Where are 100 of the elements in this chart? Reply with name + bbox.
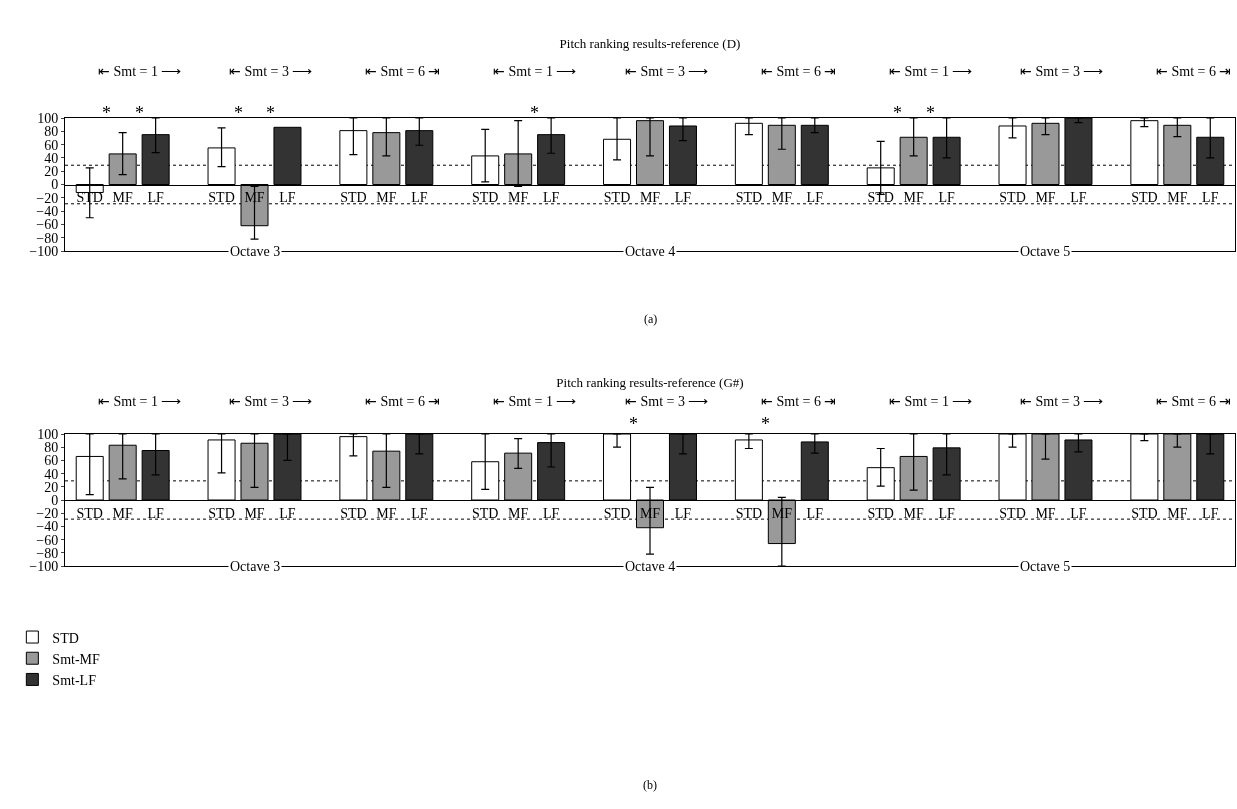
- x-tick-label: STD: [340, 190, 367, 206]
- x-tick-label: LF: [674, 505, 692, 521]
- y-tick-label: −100: [29, 558, 59, 574]
- x-tick-label: MF: [1167, 505, 1188, 521]
- x-tick-label: MF: [1035, 505, 1056, 521]
- x-tick-label: MF: [112, 505, 134, 521]
- annotation: *: [234, 103, 243, 123]
- text: ⇤ Smt = 1 ⟶: [493, 64, 577, 79]
- annotation: *: [926, 103, 935, 123]
- annotation: *: [135, 103, 144, 123]
- legend-label: Smt-LF: [52, 672, 97, 688]
- x-tick-label: LF: [542, 190, 560, 206]
- annotation: *: [629, 414, 638, 434]
- x-tick-label: LF: [147, 190, 165, 206]
- text: ⇤ Smt = 3 ⟶: [229, 64, 313, 79]
- y-tick-label: 0: [51, 177, 59, 193]
- chart-title: Pitch ranking results-reference (D): [559, 36, 741, 52]
- x-tick-label: LF: [806, 190, 824, 206]
- x-tick-label: MF: [903, 505, 924, 521]
- annotation: Octave 5: [1020, 559, 1071, 574]
- x-tick-label: MF: [903, 190, 924, 206]
- text: ⇤ Smt = 6 ⇥: [365, 64, 441, 79]
- x-tick-label: LF: [411, 190, 428, 206]
- y-tick-label: 80: [44, 440, 59, 456]
- x-tick-label: STD: [999, 505, 1026, 521]
- x-tick-label: LF: [542, 505, 560, 521]
- y-tick-label: −40: [36, 204, 59, 219]
- x-tick-label: MF: [771, 190, 793, 206]
- y-tick-label: 0: [51, 492, 59, 508]
- text: ⇤ Smt = 1 ⟶: [493, 394, 577, 409]
- x-tick-label: STD: [1131, 505, 1158, 521]
- text: ⇤ Smt = 3 ⟶: [625, 394, 709, 409]
- x-tick-label: STD: [340, 505, 367, 521]
- y-tick-label: −60: [36, 532, 59, 548]
- text: ⇤ Smt = 6 ⇥: [761, 394, 837, 409]
- x-tick-label: LF: [147, 505, 165, 521]
- y-tick-label: −80: [36, 230, 59, 246]
- y-tick-label: 80: [44, 124, 59, 140]
- x-tick-label: STD: [999, 190, 1026, 206]
- y-tick-label: −20: [36, 506, 59, 522]
- legend-label: Smt-MF: [52, 651, 101, 667]
- y-tick-label: 100: [37, 426, 59, 442]
- x-tick-label: STD: [735, 190, 763, 206]
- text: ⇤ Smt = 1 ⟶: [889, 394, 973, 409]
- annotation: *: [266, 103, 275, 123]
- x-tick-label: LF: [806, 505, 824, 521]
- x-tick-label: LF: [279, 190, 296, 206]
- y-tick-label: −100: [29, 243, 59, 259]
- text: ⇤ Smt = 6 ⇥: [1156, 64, 1232, 79]
- text: ⇤ Smt = 3 ⟶: [625, 64, 709, 79]
- text: ⇤ Smt = 3 ⟶: [1020, 64, 1104, 79]
- y-tick-label: 60: [44, 137, 59, 153]
- y-tick-label: 20: [44, 479, 59, 495]
- text: ⇤ Smt = 1 ⟶: [889, 64, 973, 79]
- text: ⇤ Smt = 6 ⇥: [761, 64, 837, 79]
- x-tick-label: MF: [1167, 190, 1188, 206]
- chart-title: Pitch ranking results-reference (G#): [556, 374, 744, 390]
- x-tick-label: MF: [508, 505, 529, 521]
- x-tick-label: LF: [1202, 505, 1219, 521]
- text: ⇤ Smt = 3 ⟶: [1020, 394, 1104, 409]
- annotation: *: [530, 103, 539, 123]
- annotation: Octave 4: [625, 559, 676, 574]
- text: ⇤ Smt = 1 ⟶: [98, 64, 182, 79]
- x-tick-label: MF: [508, 190, 529, 206]
- x-tick-label: STD: [603, 505, 631, 521]
- x-tick-label: MF: [376, 505, 397, 521]
- text: ⇤ Smt = 3 ⟶: [229, 394, 313, 409]
- y-tick-label: −80: [36, 545, 59, 561]
- x-tick-label: STD: [867, 505, 894, 521]
- annotation: Octave 4: [625, 244, 676, 259]
- y-tick-label: 60: [44, 453, 59, 469]
- y-tick-label: −20: [36, 190, 59, 206]
- annotation: Octave 3: [230, 559, 281, 574]
- x-tick-label: STD: [867, 190, 894, 206]
- legend-label: STD: [52, 630, 79, 646]
- y-tick-label: −40: [36, 519, 59, 535]
- x-tick-label: LF: [938, 505, 955, 521]
- x-tick-label: STD: [208, 505, 235, 521]
- x-tick-label: MF: [112, 190, 134, 206]
- text: (b): [643, 778, 657, 792]
- y-tick-label: 40: [44, 150, 59, 166]
- x-tick-label: LF: [411, 505, 428, 521]
- x-tick-label: LF: [938, 190, 955, 206]
- x-tick-label: STD: [208, 190, 235, 206]
- x-tick-label: LF: [1070, 190, 1087, 206]
- x-tick-label: MF: [244, 505, 265, 521]
- text: (a): [644, 312, 658, 326]
- text: ⇤ Smt = 6 ⇥: [1156, 394, 1232, 409]
- annotation: *: [761, 414, 770, 434]
- x-tick-label: STD: [471, 190, 499, 206]
- y-tick-label: −60: [36, 217, 59, 233]
- annotation: Octave 3: [230, 244, 281, 259]
- y-tick-label: 40: [44, 466, 59, 482]
- x-tick-label: MF: [1035, 190, 1056, 206]
- x-tick-label: LF: [1202, 190, 1219, 206]
- text: ⇤ Smt = 6 ⇥: [365, 394, 441, 409]
- x-tick-label: MF: [639, 190, 661, 206]
- annotation: *: [893, 103, 902, 123]
- x-tick-label: STD: [735, 505, 763, 521]
- annotation: *: [102, 103, 111, 123]
